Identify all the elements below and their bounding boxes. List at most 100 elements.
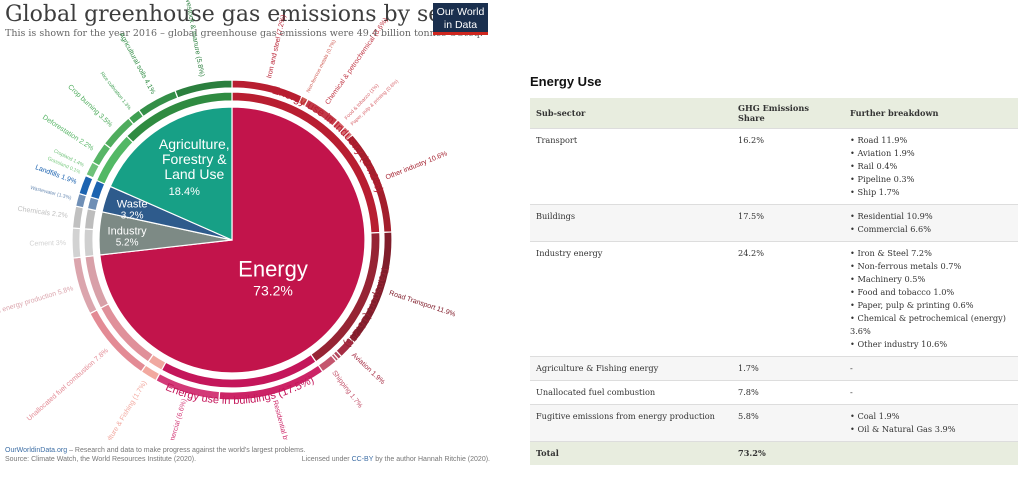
inner-label: Waste bbox=[117, 199, 148, 211]
middle-segment[interactable] bbox=[83, 228, 95, 258]
breakdown-cell: Coal 1.9%Oil & Natural Gas 3.9% bbox=[844, 404, 1018, 442]
share-cell: 16.2% bbox=[732, 128, 844, 205]
site-link[interactable]: OurWorldinData.org bbox=[5, 447, 68, 454]
table-row: Unallocated fuel combustion 7.8% - bbox=[530, 380, 1018, 405]
outer-ring-label: Livestock & manure (5.8%) bbox=[183, 0, 205, 77]
inner-label: Energy bbox=[238, 257, 308, 282]
energy-use-table-panel: Energy Use Sub-sector GHG Emissions Shar… bbox=[530, 74, 1018, 465]
license-suffix: by the author Hannah Ritchie (2020). bbox=[373, 456, 490, 463]
footer-tagline: – Research and data to make progress aga… bbox=[67, 447, 306, 454]
sub-sector-cell: Buildings bbox=[530, 204, 732, 242]
outer-ring-label: Residential buildings (10.9%) bbox=[271, 400, 301, 440]
outer-ring-label: Non-ferrous metals (0.7%) bbox=[305, 39, 337, 94]
chart-panel: Global greenhouse gas emissions by secto… bbox=[0, 0, 500, 480]
breakdown-list: Coal 1.9%Oil & Natural Gas 3.9% bbox=[850, 410, 1012, 436]
middle-segment[interactable] bbox=[125, 91, 233, 144]
breakdown-item: Non-ferrous metals 0.7% bbox=[850, 260, 1012, 273]
total-label-cell: Total bbox=[530, 441, 732, 465]
outer-segment[interactable] bbox=[71, 227, 82, 259]
inner-label-word: Land Use bbox=[164, 166, 224, 182]
chart-subtitle: This is shown for the year 2016 – global… bbox=[5, 28, 483, 39]
inner-label: Industry bbox=[108, 226, 148, 238]
breakdown-cell: Residential 10.9%Commercial 6.6% bbox=[844, 204, 1018, 242]
breakdown-item: Machinery 0.5% bbox=[850, 273, 1012, 286]
outer-ring-label: Shipping 1.7% bbox=[330, 370, 363, 410]
outer-ring-label: Road Transport 11.9% bbox=[388, 290, 456, 319]
total-share-cell: 73.2% bbox=[732, 441, 844, 465]
outer-ring-label: Fugitive emissions from energy productio… bbox=[0, 285, 74, 335]
sub-sector-cell: Transport bbox=[530, 128, 732, 205]
outer-ring-label: Wastewater (1.3%) bbox=[30, 185, 73, 202]
breakdown-cell: - bbox=[844, 356, 1018, 381]
sub-sector-cell: Industry energy bbox=[530, 241, 732, 357]
footer-source: Source: Climate Watch, the World Resourc… bbox=[5, 456, 197, 463]
outer-ring-label: Agricultural soils 4.1% bbox=[117, 32, 156, 96]
table-header-row: Sub-sector GHG Emissions Share Further b… bbox=[530, 98, 1018, 129]
license-link[interactable]: CC-BY bbox=[351, 456, 374, 463]
breakdown-cell: Iron & Steel 7.2%Non-ferrous metals 0.7%… bbox=[844, 241, 1018, 357]
breakdown-list: Iron & Steel 7.2%Non-ferrous metals 0.7%… bbox=[850, 247, 1012, 351]
inner-value-label: 3.2% bbox=[121, 211, 144, 222]
breakdown-item: Road 11.9% bbox=[850, 134, 1012, 147]
outer-ring-label: Chemicals 2.2% bbox=[17, 206, 68, 220]
breakdown-item: Chemical & petrochemical (energy) 3.6% bbox=[850, 312, 1012, 338]
share-cell: 7.8% bbox=[732, 380, 844, 405]
breakdown-item: Other industry 10.6% bbox=[850, 338, 1012, 351]
chart-title: Global greenhouse gas emissions by secto… bbox=[5, 2, 487, 27]
outer-segment[interactable] bbox=[71, 205, 85, 230]
breakdown-item: Aviation 1.9% bbox=[850, 147, 1012, 160]
outer-segment[interactable] bbox=[174, 79, 233, 99]
breakdown-item: Coal 1.9% bbox=[850, 410, 1012, 423]
share-cell: 5.8% bbox=[732, 404, 844, 442]
table-row: Agriculture & Fishing energy 1.7% - bbox=[530, 356, 1018, 381]
inner-value-label: 73.2% bbox=[253, 283, 293, 299]
owid-logo[interactable]: Our World in Data bbox=[433, 3, 488, 35]
energy-use-table: Sub-sector GHG Emissions Share Further b… bbox=[530, 98, 1018, 465]
share-cell: 24.2% bbox=[732, 241, 844, 357]
breakdown-item: Pipeline 0.3% bbox=[850, 173, 1012, 186]
column-header-share: GHG Emissions Share bbox=[732, 98, 844, 129]
outer-ring-label: Aviation 1.9% bbox=[350, 352, 386, 386]
sub-sector-cell: Unallocated fuel combustion bbox=[530, 380, 732, 405]
breakdown-item: Residential 10.9% bbox=[850, 210, 1012, 223]
share-cell: 1.7% bbox=[732, 356, 844, 381]
outer-ring-label: Cement 3% bbox=[29, 240, 66, 248]
table-row: Fugitive emissions from energy productio… bbox=[530, 404, 1018, 442]
breakdown-list: Residential 10.9%Commercial 6.6% bbox=[850, 210, 1012, 236]
outer-segment[interactable] bbox=[78, 174, 94, 197]
breakdown-item: Ship 1.7% bbox=[850, 186, 1012, 199]
inner-segment[interactable] bbox=[109, 106, 233, 241]
total-breakdown-cell bbox=[844, 441, 1018, 465]
outer-ring-label: Deforestation 2.2% bbox=[41, 114, 95, 152]
table-heading: Energy Use bbox=[530, 74, 602, 89]
outer-ring-label: Iron and steel (7.2%) bbox=[266, 14, 287, 79]
table-total-row: Total 73.2% bbox=[530, 441, 1018, 465]
breakdown-item: Paper, pulp & printing 0.6% bbox=[850, 299, 1012, 312]
outer-ring-label: Unallocated fuel combustion 7.8% bbox=[26, 347, 110, 422]
logo-line-2: in Data bbox=[443, 19, 478, 31]
breakdown-cell: - bbox=[844, 380, 1018, 405]
outer-ring-label: Crop burning 3.5% bbox=[66, 84, 113, 129]
column-header-breakdown: Further breakdown bbox=[844, 98, 1018, 129]
outer-ring-label: Commercial (6.6%) bbox=[165, 398, 189, 440]
footer-attribution: OurWorldinData.org – Research and data t… bbox=[5, 447, 305, 454]
outer-ring-label: Other industry 10.6% bbox=[385, 150, 449, 181]
middle-segment[interactable] bbox=[83, 207, 97, 231]
outer-ring-label: Rice cultivation 1.3% bbox=[99, 71, 133, 112]
sub-sector-cell: Fugitive emissions from energy productio… bbox=[530, 404, 732, 442]
inner-label-word: Forestry & bbox=[162, 151, 227, 167]
footer-license: Licensed under CC-BY by the author Hanna… bbox=[302, 456, 490, 463]
breakdown-cell: Road 11.9%Aviation 1.9%Rail 0.4%Pipeline… bbox=[844, 128, 1018, 205]
breakdown-item: Food and tobacco 1.0% bbox=[850, 286, 1012, 299]
sub-sector-cell: Agriculture & Fishing energy bbox=[530, 356, 732, 381]
license-prefix: Licensed under bbox=[301, 456, 352, 463]
outer-ring-label: Energy in Agriculture & Fishing (1.7%) bbox=[81, 380, 149, 440]
inner-value-label: 5.2% bbox=[116, 238, 139, 249]
share-cell: 17.5% bbox=[732, 204, 844, 242]
inner-label-word: Agriculture, bbox=[159, 136, 230, 152]
